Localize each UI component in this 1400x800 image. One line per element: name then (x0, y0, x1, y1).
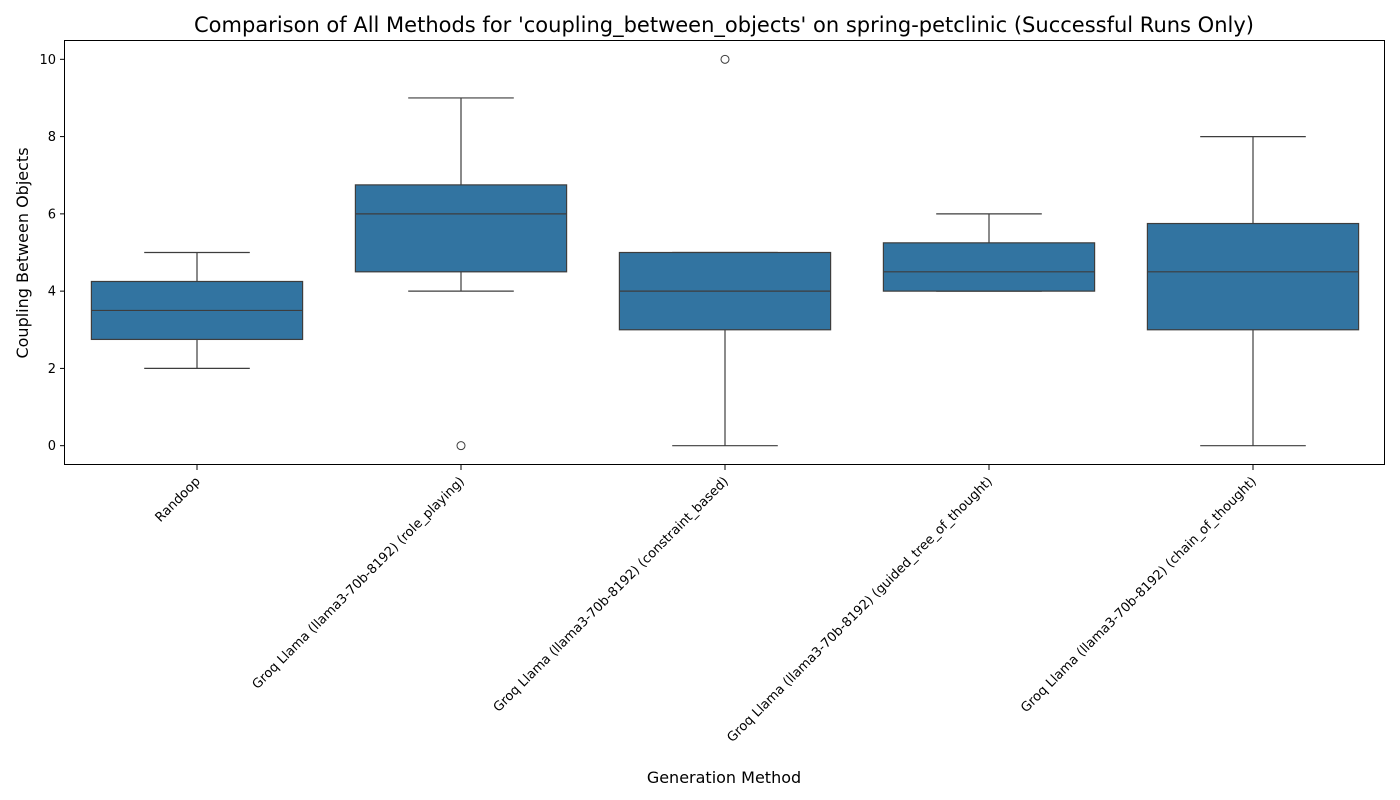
box-iqr (354, 184, 568, 273)
y-tick-label: 4 (48, 285, 56, 300)
outlier-point (720, 54, 730, 64)
box-iqr (882, 242, 1096, 292)
y-tick-label: 10 (39, 53, 56, 68)
y-tick-label: 0 (48, 439, 56, 454)
x-tick-label: Groq Llama (llama3-70b-8192) (role_playi… (250, 474, 468, 692)
y-tick-label: 6 (48, 207, 56, 222)
y-axis-label: Coupling Between Objects (13, 147, 32, 358)
x-tick-label: Groq Llama (llama3-70b-8192) (guided_tre… (724, 474, 995, 745)
plot-frame (64, 40, 1385, 465)
box-iqr (1146, 222, 1360, 331)
plot-area: 0 2 4 6 8 10 Randoop Groq Llama (llama3-70b-819… (39, 53, 1360, 746)
y-tick-label: 8 (48, 130, 56, 145)
outlier-point (456, 441, 466, 451)
x-axis-label: Generation Method (647, 768, 801, 787)
chart-title: Comparison of All Methods for 'coupling_… (194, 13, 1254, 38)
x-tick-label: Randoop (153, 474, 204, 525)
x-tick-label: Groq Llama (llama3-70b-8192) (constraint… (491, 474, 732, 715)
x-tick-label: Groq Llama (llama3-70b-8192) (chain_of_t… (1018, 474, 1260, 716)
y-tick-label: 2 (48, 362, 56, 377)
